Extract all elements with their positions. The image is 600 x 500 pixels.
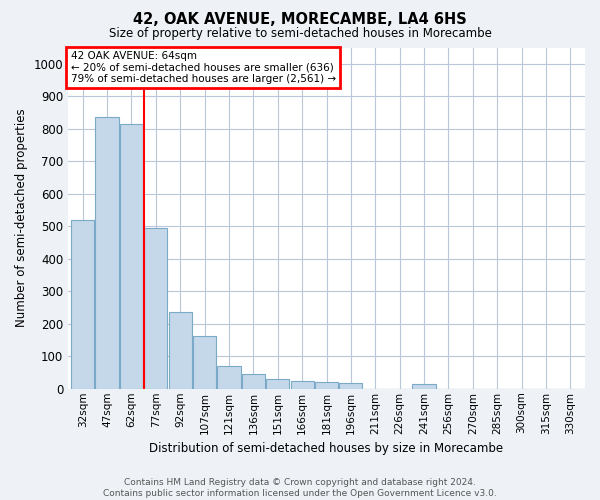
Text: Contains HM Land Registry data © Crown copyright and database right 2024.
Contai: Contains HM Land Registry data © Crown c… <box>103 478 497 498</box>
Text: 42 OAK AVENUE: 64sqm
← 20% of semi-detached houses are smaller (636)
79% of semi: 42 OAK AVENUE: 64sqm ← 20% of semi-detac… <box>71 51 336 84</box>
Bar <box>169 312 192 389</box>
Bar <box>266 379 289 389</box>
Bar <box>242 374 265 389</box>
Text: 42, OAK AVENUE, MORECAMBE, LA4 6HS: 42, OAK AVENUE, MORECAMBE, LA4 6HS <box>133 12 467 28</box>
Bar <box>144 228 167 389</box>
Text: Size of property relative to semi-detached houses in Morecambe: Size of property relative to semi-detach… <box>109 28 491 40</box>
Bar <box>95 118 119 389</box>
Bar <box>71 220 94 389</box>
Bar <box>315 382 338 389</box>
X-axis label: Distribution of semi-detached houses by size in Morecambe: Distribution of semi-detached houses by … <box>149 442 503 455</box>
Y-axis label: Number of semi-detached properties: Number of semi-detached properties <box>15 109 28 328</box>
Bar <box>340 383 362 389</box>
Bar <box>217 366 241 389</box>
Bar <box>120 124 143 389</box>
Bar <box>193 336 216 389</box>
Bar <box>412 384 436 389</box>
Bar <box>290 380 314 389</box>
